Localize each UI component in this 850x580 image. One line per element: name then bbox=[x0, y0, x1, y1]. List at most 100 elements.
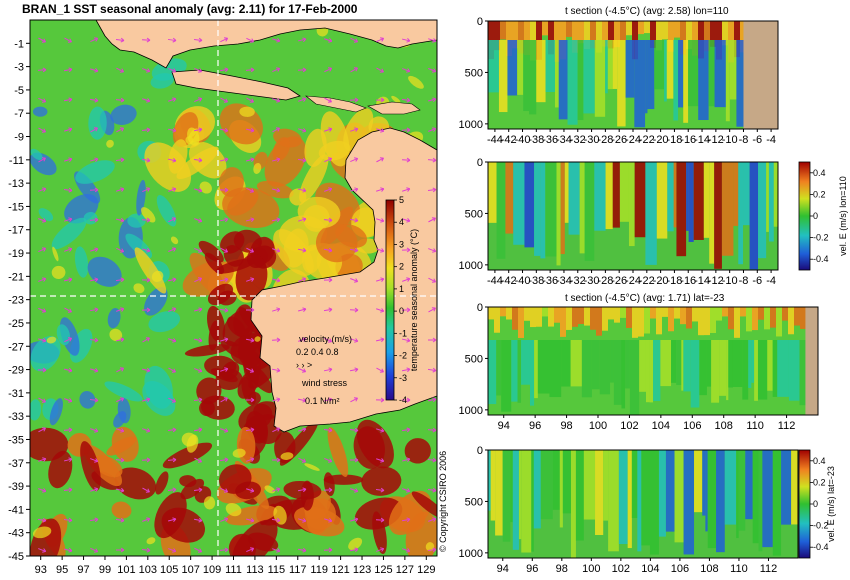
vsec-lon-patch bbox=[605, 162, 613, 230]
tsec-lat-patch bbox=[751, 340, 755, 383]
tsec-lat-patch bbox=[704, 307, 710, 336]
map-anomaly-patch bbox=[30, 427, 69, 462]
velocity-vector bbox=[375, 517, 385, 523]
velocity-vector bbox=[141, 217, 151, 223]
map-anomaly-patch bbox=[199, 181, 212, 194]
vsec-lat-x-tick-label: 104 bbox=[641, 563, 659, 575]
tsec-lon-patch bbox=[714, 40, 726, 108]
velocity-vector bbox=[168, 517, 177, 522]
velocity-vector bbox=[401, 247, 411, 253]
tsec-lon-patch bbox=[662, 21, 668, 40]
vsec-lat-x-tick-label: 108 bbox=[700, 563, 718, 575]
velocity-vector bbox=[401, 97, 411, 103]
tsec-lon-patch bbox=[517, 40, 524, 95]
vsec-lon-patch bbox=[534, 162, 541, 256]
tsec-lat-patch bbox=[608, 307, 614, 320]
map-y-tick-label: -35 bbox=[8, 434, 24, 446]
tsec-lat-patch bbox=[681, 340, 684, 391]
map-anomaly-patch bbox=[299, 154, 329, 203]
vsec-lon-x-tick-label: -42 bbox=[501, 275, 517, 287]
tsec-lat-patch bbox=[706, 340, 712, 387]
vsec-lat-patch bbox=[559, 450, 563, 528]
velocity-vector bbox=[401, 397, 411, 403]
velocity-vector bbox=[376, 547, 385, 552]
tsec-lon-x-tick-label: -18 bbox=[666, 134, 682, 146]
map-x-axis: 93 95 97 99 101 103 105 107 109 111 113 115 117 119 12… bbox=[35, 556, 435, 576]
vsec-lon-y-tick-label: 1000 bbox=[459, 260, 483, 272]
tsec-lat-patch bbox=[650, 307, 656, 319]
tsec-lon-x-tick-label: -40 bbox=[515, 134, 531, 146]
vsec-lon-x-tick-label: -20 bbox=[653, 275, 669, 287]
velocity-vector bbox=[298, 457, 306, 463]
tsec-lat-patch bbox=[591, 340, 600, 390]
map-anomaly-patch bbox=[273, 229, 314, 276]
vsec-lat-patch bbox=[758, 450, 763, 552]
velocity-vector bbox=[246, 488, 255, 493]
velocity-vector bbox=[271, 517, 281, 523]
tsec-lon-x-tick-label: -6 bbox=[752, 134, 762, 146]
tsec-lon-patch bbox=[625, 40, 635, 98]
tsec-lat-patch bbox=[517, 340, 522, 403]
velocity-vector bbox=[427, 97, 437, 103]
velocity-vector bbox=[324, 127, 333, 132]
velocity-vector bbox=[219, 157, 229, 163]
velocity-vector bbox=[324, 457, 333, 463]
vsec-lat-patch bbox=[521, 450, 532, 553]
velocity-vector bbox=[350, 67, 358, 73]
map-anomaly-patch bbox=[125, 233, 153, 259]
tsec-lon-patch bbox=[545, 40, 555, 92]
tsec-lat-patch bbox=[614, 307, 620, 323]
velocity-vector bbox=[428, 277, 436, 283]
velocity-vector bbox=[220, 487, 229, 493]
velocity-vector bbox=[37, 67, 47, 73]
vsec-lat-patch bbox=[772, 450, 782, 556]
tsec-lat-x-tick-label: 108 bbox=[715, 420, 733, 432]
velocity-vector bbox=[116, 127, 125, 133]
copyright-notice: © Copyright CSIRO 2006 bbox=[438, 451, 448, 552]
tsec-lon-patch bbox=[734, 21, 740, 58]
vsec-lat-panel bbox=[487, 449, 799, 559]
land-java bbox=[171, 69, 301, 101]
velocity-vector bbox=[297, 397, 307, 403]
vsec-lon-patch bbox=[768, 162, 774, 242]
tsec-lon-patch bbox=[704, 21, 710, 52]
vsec-lat-patch bbox=[595, 450, 604, 535]
vsec-lon-colorbar-ticks: 0.4 0.2 0 -0.2 -0.4 bbox=[810, 168, 829, 264]
velocity-vector bbox=[349, 457, 359, 463]
velocity-vector bbox=[38, 37, 46, 43]
velocity-vector bbox=[115, 517, 125, 523]
velocity-vector bbox=[246, 277, 255, 282]
map-x-tick-label: 123 bbox=[353, 564, 371, 576]
tsec-lat-patch bbox=[742, 340, 749, 400]
tsec-lon-patch bbox=[558, 40, 568, 120]
velocity-legend: velocity (m/s) 0.2 0.4 0.8 › › ⁠> bbox=[296, 334, 352, 370]
velocity-vector bbox=[115, 277, 125, 283]
velocity-vector bbox=[141, 37, 151, 43]
velocity-vector bbox=[271, 367, 281, 373]
map-anomaly-patch bbox=[80, 441, 101, 491]
vsec-lon-patch bbox=[568, 162, 580, 235]
map-anomaly-patch bbox=[148, 311, 181, 333]
velocity-vector bbox=[246, 247, 254, 253]
tsec-lat-patch bbox=[710, 307, 716, 333]
vsec-lon-x-tick-label: -12 bbox=[708, 275, 724, 287]
map-anomaly-patch bbox=[155, 471, 169, 495]
map-anomaly-patch bbox=[207, 283, 234, 306]
vsec-lon-colorbar-tick-label: 0 bbox=[813, 211, 818, 221]
map-anomaly-patch bbox=[106, 436, 137, 456]
map-anomaly-patch bbox=[79, 391, 96, 409]
map-anomaly-patch bbox=[235, 253, 268, 301]
tsec-lon-patch bbox=[656, 21, 662, 51]
velocity-vector bbox=[193, 37, 203, 43]
map-x-tick-label: 125 bbox=[374, 564, 392, 576]
velocity-vector bbox=[376, 248, 385, 253]
vsec-lon-patch bbox=[594, 162, 606, 231]
vsec-lon-patch bbox=[688, 162, 694, 242]
map-anomaly-patch bbox=[206, 305, 226, 343]
tsec-lat-patch bbox=[620, 307, 626, 318]
tsec-lon-patch bbox=[645, 40, 648, 114]
tsec-lat-x-tick-label: 100 bbox=[589, 420, 607, 432]
tsec-lon-patch bbox=[594, 40, 606, 117]
vsec-lon-patch bbox=[513, 162, 525, 245]
